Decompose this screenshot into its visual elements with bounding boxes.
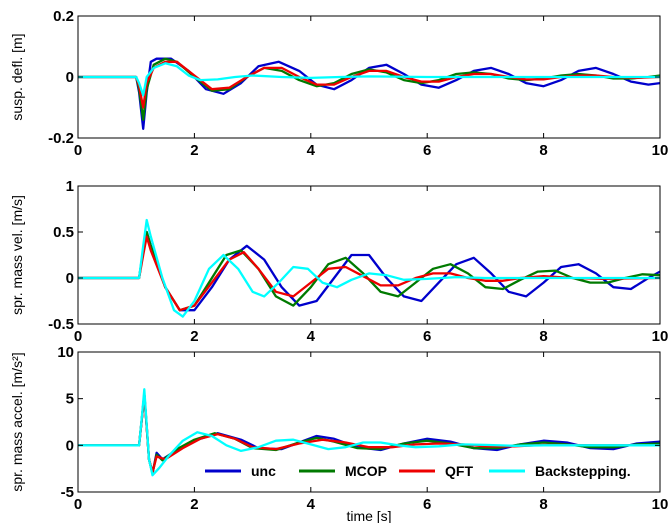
y-tick-label: -5 bbox=[61, 484, 74, 501]
x-tick-label: 4 bbox=[307, 142, 316, 159]
y-tick-label: 0.5 bbox=[53, 224, 74, 241]
series-line-mcop bbox=[78, 230, 660, 312]
y-tick-label: 0.2 bbox=[53, 8, 74, 25]
y-tick-label: 0 bbox=[66, 437, 74, 454]
legend-label: Backstepping. bbox=[535, 463, 631, 479]
series-group bbox=[78, 388, 660, 477]
legend-label: MCOP bbox=[345, 463, 387, 479]
series-line-backstepping- bbox=[78, 62, 660, 97]
x-tick-label: 6 bbox=[423, 496, 431, 513]
axes-box bbox=[77, 185, 661, 325]
x-tick-label: 6 bbox=[423, 328, 431, 345]
series-line-backstepping- bbox=[78, 388, 660, 477]
x-tick-label: 10 bbox=[652, 142, 669, 159]
x-tick-label: 0 bbox=[74, 328, 82, 345]
y-tick-label: 0 bbox=[66, 69, 74, 86]
x-tick-label: 4 bbox=[307, 496, 316, 513]
series-group bbox=[78, 218, 660, 318]
x-tick-label: 4 bbox=[307, 328, 316, 345]
x-tick-label: 8 bbox=[539, 142, 547, 159]
x-tick-label: 0 bbox=[74, 496, 82, 513]
series-line-unc bbox=[78, 230, 660, 312]
y-axis-label: spr. mass vel. [m/s] bbox=[9, 195, 25, 315]
x-tick-label: 6 bbox=[423, 142, 431, 159]
series-line-backstepping- bbox=[78, 218, 660, 318]
x-axis-label: time [s] bbox=[346, 508, 391, 523]
legend-label: QFT bbox=[445, 463, 473, 479]
y-axis-label: susp. defl. [m] bbox=[9, 33, 25, 120]
x-tick-label: 0 bbox=[74, 142, 82, 159]
x-tick-label: 10 bbox=[652, 328, 669, 345]
x-tick-label: 2 bbox=[190, 496, 198, 513]
y-axis-label: spr. mass accel. [m/s²] bbox=[9, 352, 25, 491]
x-tick-label: 2 bbox=[190, 142, 198, 159]
y-tick-label: -0.5 bbox=[48, 316, 74, 333]
legend: unc MCOP QFT Backstepping. bbox=[205, 463, 631, 479]
x-tick-label: 10 bbox=[652, 496, 669, 513]
y-tick-label: 10 bbox=[57, 344, 74, 361]
x-tick-label: 2 bbox=[190, 328, 198, 345]
y-tick-label: 5 bbox=[66, 391, 74, 408]
x-tick-label: 8 bbox=[539, 328, 547, 345]
series-line-mcop bbox=[78, 57, 660, 121]
y-tick-label: 0 bbox=[66, 270, 74, 287]
y-tick-label: 1 bbox=[66, 178, 74, 195]
x-tick-label: 8 bbox=[539, 496, 547, 513]
y-tick-label: -0.2 bbox=[48, 130, 74, 147]
series-group bbox=[78, 57, 660, 130]
legend-label: unc bbox=[251, 463, 276, 479]
axes-box bbox=[77, 351, 661, 493]
